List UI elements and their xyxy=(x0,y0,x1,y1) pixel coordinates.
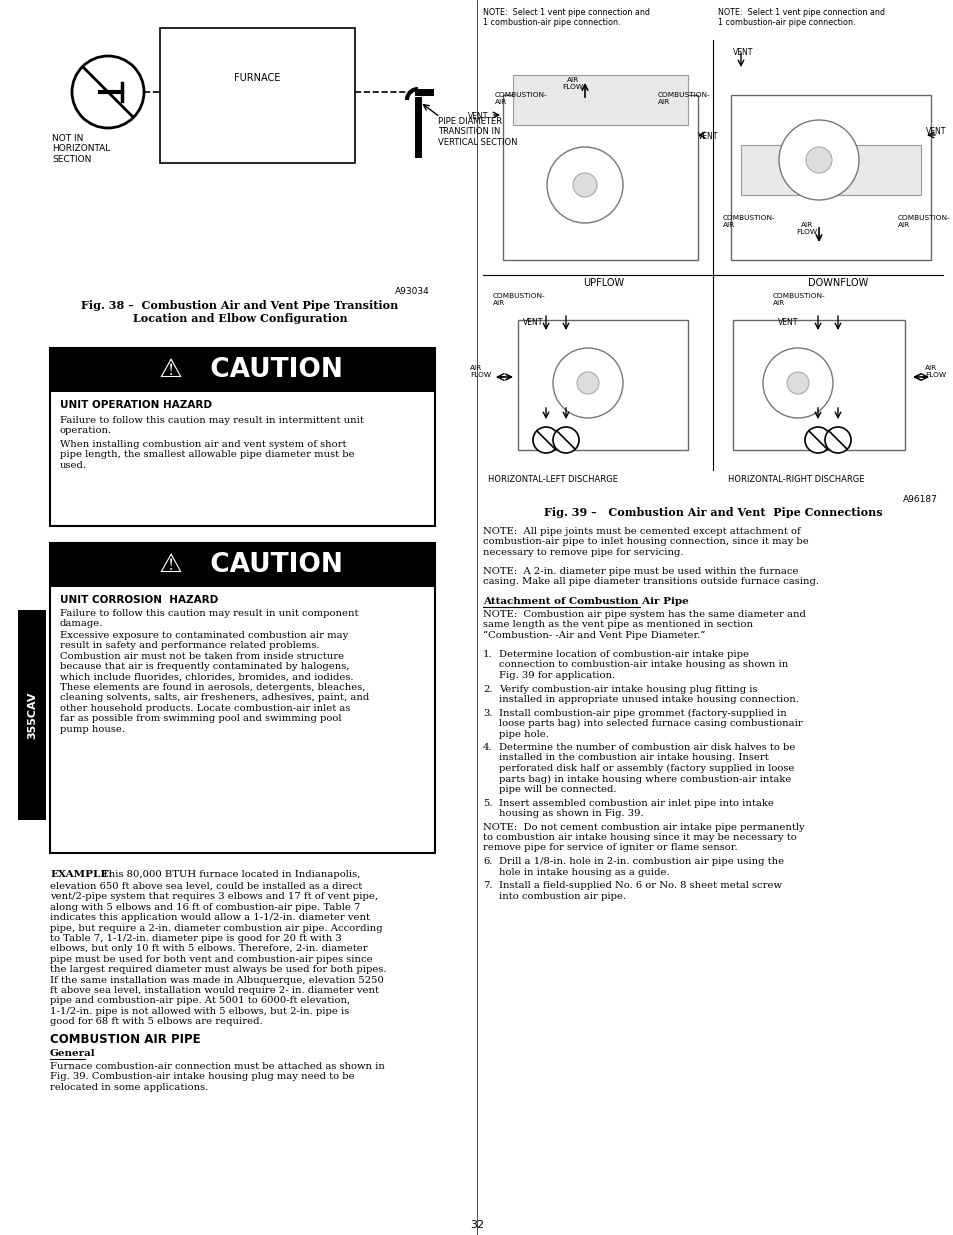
Text: DOWNFLOW: DOWNFLOW xyxy=(807,278,867,288)
Text: NOTE:  All pipe joints must be cemented except attachment of
combustion-air pipe: NOTE: All pipe joints must be cemented e… xyxy=(482,527,808,557)
Bar xyxy=(50,348,435,391)
Text: EXAMPLE:: EXAMPLE: xyxy=(50,869,112,879)
Text: Drill a 1/8-in. hole in 2-in. combustion air pipe using the
hole in intake housi: Drill a 1/8-in. hole in 2-in. combustion… xyxy=(498,857,783,877)
Bar xyxy=(50,543,435,587)
Circle shape xyxy=(71,56,144,128)
Text: Fig. 39 –   Combustion Air and Vent  Pipe Connections: Fig. 39 – Combustion Air and Vent Pipe C… xyxy=(543,508,882,517)
Text: NOTE:  A 2-in. diameter pipe must be used within the furnace
casing. Make all pi: NOTE: A 2-in. diameter pipe must be used… xyxy=(482,567,818,587)
Text: COMBUSTION AIR PIPE: COMBUSTION AIR PIPE xyxy=(50,1032,200,1046)
Text: UNIT CORROSION  HAZARD: UNIT CORROSION HAZARD xyxy=(60,595,218,605)
Text: 355CAV: 355CAV xyxy=(27,692,37,739)
Text: 3.: 3. xyxy=(482,709,492,718)
Circle shape xyxy=(786,372,808,394)
Text: Excessive exposure to contaminated combustion air may
result in safety and perfo: Excessive exposure to contaminated combu… xyxy=(60,631,369,734)
Text: COMBUSTION-
AIR: COMBUSTION- AIR xyxy=(897,215,949,228)
Bar xyxy=(502,95,698,261)
Circle shape xyxy=(553,348,622,417)
Bar xyxy=(18,610,46,820)
Bar xyxy=(513,75,687,125)
Text: Determine location of combustion-air intake pipe
connection to combustion-air in: Determine location of combustion-air int… xyxy=(498,650,787,679)
Bar xyxy=(160,28,355,163)
Text: AIR
FLOW: AIR FLOW xyxy=(470,366,491,378)
Circle shape xyxy=(805,147,831,173)
Text: Fig. 38 –  Combustion Air and Vent Pipe Transition
Location and Elbow Configurat: Fig. 38 – Combustion Air and Vent Pipe T… xyxy=(81,300,398,324)
Text: When installing combustion air and vent system of short
pipe length, the smalles: When installing combustion air and vent … xyxy=(60,440,355,469)
Text: NOTE:  Do not cement combustion air intake pipe permanently
to combustion air in: NOTE: Do not cement combustion air intak… xyxy=(482,823,803,852)
Text: 7.: 7. xyxy=(482,882,492,890)
Text: UNIT OPERATION HAZARD: UNIT OPERATION HAZARD xyxy=(60,400,212,410)
Circle shape xyxy=(577,372,598,394)
Text: VENT: VENT xyxy=(522,317,543,327)
Circle shape xyxy=(573,173,597,198)
Text: VENT: VENT xyxy=(925,127,945,136)
Text: UPFLOW: UPFLOW xyxy=(582,278,623,288)
Text: A93034: A93034 xyxy=(395,287,430,296)
Text: FURNACE: FURNACE xyxy=(234,73,280,83)
Bar xyxy=(740,144,920,195)
Text: 1.: 1. xyxy=(482,650,492,659)
Text: COMBUSTION-
AIR: COMBUSTION- AIR xyxy=(772,293,824,306)
Circle shape xyxy=(762,348,832,417)
Text: VENT: VENT xyxy=(467,112,488,121)
Text: A96187: A96187 xyxy=(902,495,937,504)
Text: Attachment of Combustion Air Pipe: Attachment of Combustion Air Pipe xyxy=(482,597,688,606)
Text: elevation 650 ft above sea level, could be installed as a direct
vent/2-pipe sys: elevation 650 ft above sea level, could … xyxy=(50,882,386,1026)
Text: Determine the number of combustion air disk halves to be
installed in the combus: Determine the number of combustion air d… xyxy=(498,743,795,794)
Circle shape xyxy=(779,120,858,200)
Circle shape xyxy=(804,427,830,453)
Text: HORIZONTAL-RIGHT DISCHARGE: HORIZONTAL-RIGHT DISCHARGE xyxy=(727,475,863,484)
Bar xyxy=(730,95,930,261)
Circle shape xyxy=(553,427,578,453)
Bar xyxy=(50,543,435,853)
Text: VENT: VENT xyxy=(732,48,753,57)
Bar xyxy=(517,320,687,450)
Text: NOTE:  Select 1 vent pipe connection and
1 combustion-air pipe connection.: NOTE: Select 1 vent pipe connection and … xyxy=(482,7,649,27)
Text: AIR
FLOW: AIR FLOW xyxy=(562,77,583,90)
Text: COMBUSTION-
AIR: COMBUSTION- AIR xyxy=(495,91,547,105)
Text: Install a field-supplied No. 6 or No. 8 sheet metal screw
into combustion air pi: Install a field-supplied No. 6 or No. 8 … xyxy=(498,882,781,900)
Circle shape xyxy=(533,427,558,453)
Text: 4.: 4. xyxy=(482,743,492,752)
Text: NOTE:  Select 1 vent pipe connection and
1 combustion-air pipe connection.: NOTE: Select 1 vent pipe connection and … xyxy=(718,7,884,27)
Text: COMBUSTION-
AIR: COMBUSTION- AIR xyxy=(493,293,545,306)
Text: 2.: 2. xyxy=(482,684,492,694)
Text: Failure to follow this caution may result in unit component
damage.: Failure to follow this caution may resul… xyxy=(60,609,358,629)
Bar xyxy=(732,320,904,450)
Text: AIR
FLOW: AIR FLOW xyxy=(796,222,817,235)
Bar xyxy=(50,348,435,526)
Text: Insert assembled combustion air inlet pipe into intake
housing as shown in Fig. : Insert assembled combustion air inlet pi… xyxy=(498,799,773,818)
Text: HORIZONTAL-LEFT DISCHARGE: HORIZONTAL-LEFT DISCHARGE xyxy=(488,475,618,484)
Text: COMBUSTION-
AIR: COMBUSTION- AIR xyxy=(722,215,775,228)
Text: ⚠   CAUTION: ⚠ CAUTION xyxy=(141,552,342,578)
Text: Failure to follow this caution may result in intermittent unit
operation.: Failure to follow this caution may resul… xyxy=(60,416,363,436)
Text: 5.: 5. xyxy=(482,799,492,808)
Text: VENT: VENT xyxy=(698,132,718,141)
Text: Verify combustion-air intake housing plug fitting is
installed in appropriate un: Verify combustion-air intake housing plu… xyxy=(498,684,798,704)
Text: NOT IN
HORIZONTAL
SECTION: NOT IN HORIZONTAL SECTION xyxy=(52,135,111,164)
Circle shape xyxy=(824,427,850,453)
Text: NOTE:  Combustion air pipe system has the same diameter and
same length as the v: NOTE: Combustion air pipe system has the… xyxy=(482,610,805,640)
Text: 32: 32 xyxy=(470,1220,483,1230)
Text: PIPE DIAMETER
TRANSITION IN
VERTICAL SECTION: PIPE DIAMETER TRANSITION IN VERTICAL SEC… xyxy=(437,117,517,147)
Circle shape xyxy=(546,147,622,224)
Text: Furnace combustion-air connection must be attached as shown in
Fig. 39. Combusti: Furnace combustion-air connection must b… xyxy=(50,1062,384,1092)
Text: General: General xyxy=(50,1049,95,1058)
Text: 6.: 6. xyxy=(482,857,492,867)
Text: This 80,000 BTUH furnace located in Indianapolis,: This 80,000 BTUH furnace located in Indi… xyxy=(102,869,360,879)
Text: VENT: VENT xyxy=(778,317,798,327)
Text: Install combustion-air pipe grommet (factory-supplied in
loose parts bag) into s: Install combustion-air pipe grommet (fac… xyxy=(498,709,801,739)
Text: COMBUSTION-
AIR: COMBUSTION- AIR xyxy=(658,91,710,105)
Text: ⚠   CAUTION: ⚠ CAUTION xyxy=(141,357,342,383)
Text: AIR
FLOW: AIR FLOW xyxy=(924,366,945,378)
